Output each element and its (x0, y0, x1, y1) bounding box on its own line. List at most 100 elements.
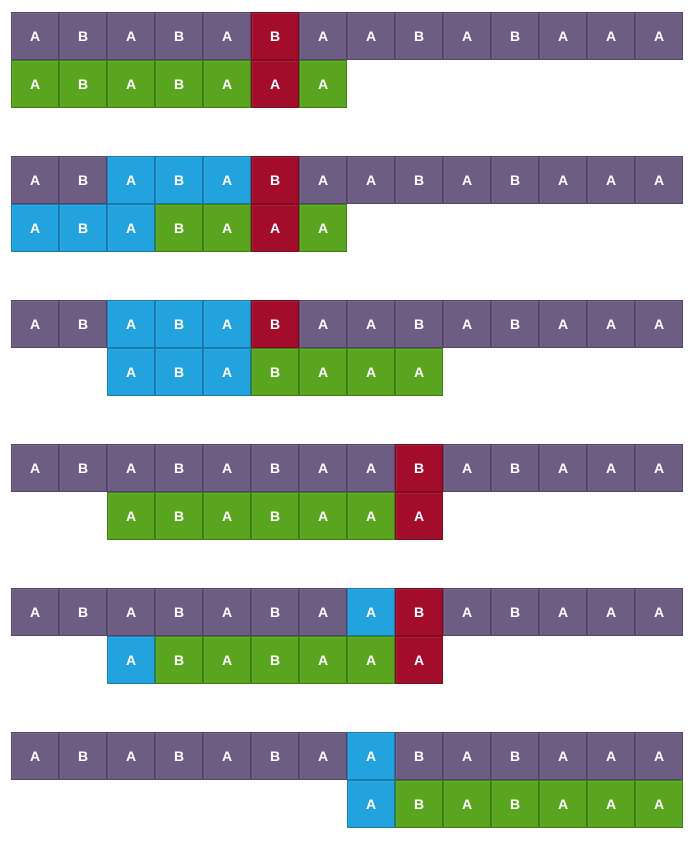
pattern-cell: B (251, 492, 299, 540)
text-cell: B (491, 588, 539, 636)
pattern-cell: B (59, 60, 107, 108)
text-cell: A (347, 12, 395, 60)
text-cell: A (443, 444, 491, 492)
pattern-cell: A (443, 780, 491, 828)
text-cell: A (299, 444, 347, 492)
text-cell: A (203, 444, 251, 492)
text-cell: A (347, 300, 395, 348)
text-cell: A (347, 732, 395, 780)
pattern-cell: A (203, 204, 251, 252)
text-cell: A (587, 732, 635, 780)
text-cell: B (395, 156, 443, 204)
pattern-cell: B (59, 204, 107, 252)
pattern-cell: A (347, 492, 395, 540)
pattern-cell: A (203, 60, 251, 108)
text-cell: A (299, 732, 347, 780)
pattern-cell: A (299, 204, 347, 252)
text-cell: A (539, 444, 587, 492)
text-cell: B (251, 156, 299, 204)
text-cell: B (251, 12, 299, 60)
text-cell: A (299, 588, 347, 636)
pattern-cell: B (395, 780, 443, 828)
text-cell: A (587, 588, 635, 636)
text-cell: A (635, 156, 683, 204)
text-cell: B (59, 732, 107, 780)
pattern-cell: A (107, 348, 155, 396)
pattern-cell: B (155, 636, 203, 684)
text-cell: A (11, 732, 59, 780)
text-cell: A (587, 12, 635, 60)
text-cell: B (155, 156, 203, 204)
text-cell: B (395, 588, 443, 636)
text-cell: B (251, 300, 299, 348)
text-cell: B (59, 444, 107, 492)
text-cell: A (443, 732, 491, 780)
text-cell: A (203, 12, 251, 60)
pattern-cell: B (155, 204, 203, 252)
text-cell: B (491, 444, 539, 492)
text-cell: B (59, 156, 107, 204)
pattern-cell: A (539, 780, 587, 828)
pattern-cell: A (347, 780, 395, 828)
text-cell: B (491, 300, 539, 348)
text-cell: A (11, 588, 59, 636)
text-cell: A (299, 300, 347, 348)
text-cell: A (347, 444, 395, 492)
text-cell: B (491, 12, 539, 60)
text-cell: B (251, 444, 299, 492)
text-cell: A (11, 444, 59, 492)
text-cell: A (539, 156, 587, 204)
text-cell: B (59, 588, 107, 636)
text-cell: A (539, 300, 587, 348)
text-cell: B (251, 588, 299, 636)
pattern-cell: A (587, 780, 635, 828)
pattern-cell: A (251, 60, 299, 108)
pattern-cell: B (155, 348, 203, 396)
text-cell: B (155, 12, 203, 60)
pattern-cell: A (635, 780, 683, 828)
text-cell: B (59, 12, 107, 60)
pattern-cell: B (251, 348, 299, 396)
pattern-cell: B (491, 780, 539, 828)
pattern-cell: B (251, 636, 299, 684)
text-cell: A (443, 588, 491, 636)
text-cell: A (587, 444, 635, 492)
text-cell: B (395, 444, 443, 492)
text-cell: A (635, 588, 683, 636)
text-cell: A (107, 156, 155, 204)
text-cell: A (107, 12, 155, 60)
text-cell: A (635, 12, 683, 60)
text-cell: A (203, 300, 251, 348)
text-cell: A (635, 300, 683, 348)
pattern-cell: A (11, 60, 59, 108)
text-cell: B (155, 300, 203, 348)
text-cell: A (635, 732, 683, 780)
pattern-cell: A (203, 636, 251, 684)
pattern-cell: A (395, 492, 443, 540)
text-cell: A (107, 444, 155, 492)
pattern-cell: A (395, 636, 443, 684)
pattern-cell: A (203, 348, 251, 396)
text-cell: A (443, 156, 491, 204)
text-cell: A (347, 588, 395, 636)
pattern-cell: A (107, 60, 155, 108)
text-cell: A (203, 156, 251, 204)
text-cell: B (59, 300, 107, 348)
pattern-cell: A (107, 636, 155, 684)
text-cell: B (155, 732, 203, 780)
pattern-cell: A (107, 492, 155, 540)
pattern-cell: A (203, 492, 251, 540)
text-cell: A (299, 156, 347, 204)
pattern-cell: A (251, 204, 299, 252)
